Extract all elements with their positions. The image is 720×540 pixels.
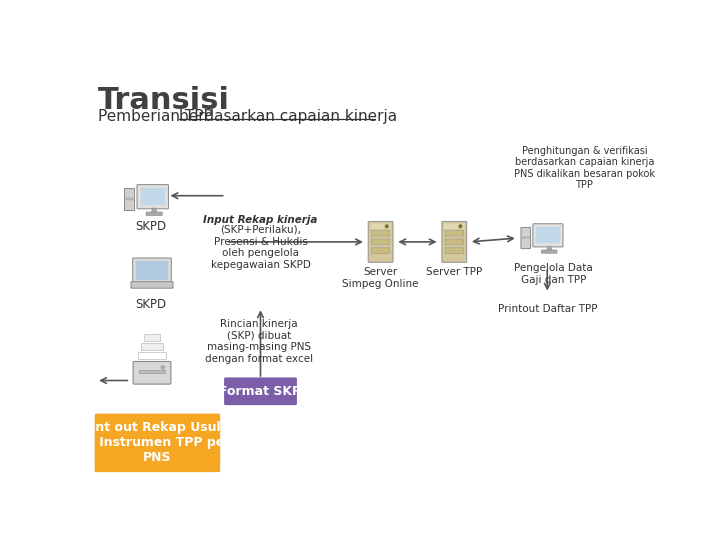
Text: Pengelola Data
Gaji dan TPP: Pengelola Data Gaji dan TPP	[514, 264, 593, 285]
Text: SKPD: SKPD	[135, 298, 166, 311]
Text: Format SKP: Format SKP	[220, 385, 302, 398]
Polygon shape	[138, 353, 166, 359]
Text: Rincian kinerja
(SKP) dibuat
masing-masing PNS
dengan format excel: Rincian kinerja (SKP) dibuat masing-masi…	[205, 319, 313, 364]
FancyBboxPatch shape	[444, 224, 464, 230]
Text: Input Rekap kinerja: Input Rekap kinerja	[203, 215, 318, 225]
FancyBboxPatch shape	[522, 237, 529, 238]
FancyBboxPatch shape	[442, 221, 467, 262]
Text: SKPD: SKPD	[135, 220, 166, 233]
Text: berdasarkan capaian kinerja: berdasarkan capaian kinerja	[179, 110, 397, 124]
Text: Penghitungan & verifikasi
berdasarkan capaian kinerja
PNS dikalikan besaran poko: Penghitungan & verifikasi berdasarkan ca…	[514, 146, 655, 191]
Polygon shape	[546, 246, 552, 250]
FancyBboxPatch shape	[372, 230, 390, 236]
FancyBboxPatch shape	[445, 248, 464, 254]
FancyBboxPatch shape	[445, 230, 464, 236]
Polygon shape	[141, 343, 163, 350]
Text: Pemberian TPP: Pemberian TPP	[98, 110, 217, 124]
FancyBboxPatch shape	[224, 377, 297, 405]
Text: Printout Daftar TPP: Printout Daftar TPP	[498, 303, 597, 314]
FancyBboxPatch shape	[541, 250, 557, 253]
FancyBboxPatch shape	[445, 239, 464, 245]
FancyBboxPatch shape	[368, 221, 393, 262]
FancyBboxPatch shape	[140, 188, 165, 205]
FancyBboxPatch shape	[372, 239, 390, 245]
Text: (SKP+Perilaku),
Presensi & Hukdis
oleh pengelola
kepegawaian SKPD: (SKP+Perilaku), Presensi & Hukdis oleh p…	[210, 225, 310, 270]
Text: Print out Rekap Usulan
& Instrumen TPP per
PNS: Print out Rekap Usulan & Instrumen TPP p…	[76, 421, 238, 464]
Text: Server
Simpeg Online: Server Simpeg Online	[343, 267, 419, 289]
FancyBboxPatch shape	[133, 361, 171, 384]
Circle shape	[161, 366, 165, 369]
FancyBboxPatch shape	[125, 198, 133, 200]
Polygon shape	[151, 208, 157, 212]
Circle shape	[385, 225, 388, 228]
FancyBboxPatch shape	[146, 212, 162, 215]
FancyBboxPatch shape	[94, 414, 220, 472]
FancyBboxPatch shape	[125, 188, 135, 211]
Circle shape	[459, 225, 462, 228]
FancyBboxPatch shape	[139, 370, 165, 374]
FancyBboxPatch shape	[533, 224, 563, 247]
Text: Transisi: Transisi	[98, 86, 230, 116]
FancyBboxPatch shape	[132, 258, 171, 283]
FancyBboxPatch shape	[137, 185, 168, 209]
FancyBboxPatch shape	[370, 224, 391, 230]
FancyBboxPatch shape	[131, 282, 173, 288]
FancyBboxPatch shape	[372, 248, 390, 254]
FancyBboxPatch shape	[135, 261, 168, 280]
Text: Server TPP: Server TPP	[426, 267, 482, 278]
FancyBboxPatch shape	[521, 227, 531, 248]
Polygon shape	[144, 334, 160, 341]
FancyBboxPatch shape	[536, 227, 559, 244]
